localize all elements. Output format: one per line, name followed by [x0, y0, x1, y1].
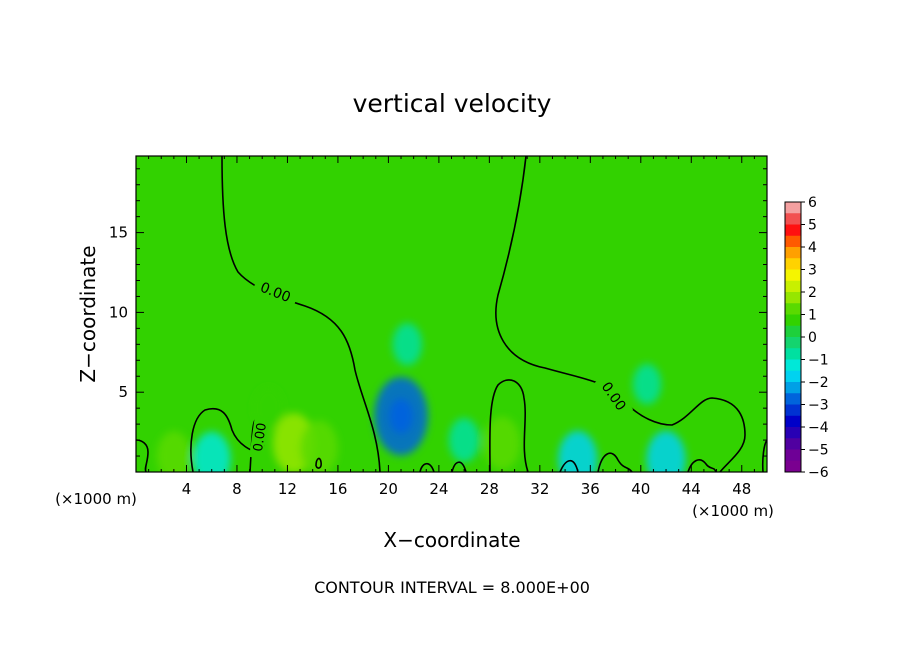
colorbar-swatch [785, 404, 801, 417]
colorbar-tick-label: −3 [808, 398, 829, 414]
colorbar-tick-label: −4 [808, 420, 829, 436]
colorbar-swatch [785, 292, 801, 304]
x-tick-label: 32 [530, 480, 549, 498]
field-anomaly [299, 420, 338, 472]
x-unit-right: (×1000 m) [692, 502, 774, 520]
colorbar-swatch [785, 393, 801, 405]
zero-contour-small-1 [315, 457, 322, 469]
colorbar-swatch [785, 359, 801, 372]
x-tick-label: 12 [278, 480, 297, 498]
x-tick-label: 24 [429, 480, 448, 498]
field-anomaly [483, 416, 521, 470]
x-tick-label: 36 [581, 480, 600, 498]
zero-contour-small-5 [559, 459, 579, 472]
y-tick-label: 15 [109, 224, 128, 242]
colorbar-swatch [785, 258, 801, 270]
x-tick-label: 16 [328, 480, 347, 498]
colorbar-swatch [785, 247, 801, 259]
contour-label-lower: 0.00 [251, 422, 270, 453]
colorbar: 6 5 4 3 2 1 0 −1 −2 −3 −4 −5 −6 [784, 195, 829, 481]
colorbar-tick-label: −6 [808, 465, 829, 481]
field-anomaly [156, 431, 192, 472]
colorbar-tick-label: −2 [808, 375, 829, 391]
x-axis: 4 8 12 16 20 24 28 32 36 40 44 48 [148, 156, 755, 498]
colorbar-swatch [785, 224, 801, 237]
colorbar-swatch [785, 314, 801, 327]
chart-title: vertical velocity [353, 89, 552, 118]
x-tick-label: 28 [480, 480, 499, 498]
x-tick-label: 48 [732, 480, 751, 498]
colorbar-tick-label: 6 [808, 195, 817, 211]
y-axis-label: Z−coordinate [76, 245, 100, 382]
y-axis: 5 10 15 [109, 168, 767, 457]
colorbar-swatch [785, 213, 801, 225]
colorbar-swatch [785, 415, 801, 428]
x-axis-label: X−coordinate [383, 528, 520, 552]
y-tick-label: 5 [118, 383, 128, 401]
colorbar-swatch [785, 269, 801, 282]
colorbar-swatch [785, 449, 801, 462]
field-anomaly [632, 363, 662, 405]
colorbar-swatch [785, 280, 801, 293]
contour-interval-footer: CONTOUR INTERVAL = 8.000E+00 [314, 578, 590, 597]
colorbar-tick-label: −1 [808, 353, 829, 369]
x-tick-label: 44 [682, 480, 701, 498]
x-unit-left: (×1000 m) [55, 490, 137, 508]
colorbar-swatch [785, 348, 801, 360]
field-anomaly [646, 430, 686, 472]
zero-contour-small-6 [597, 452, 633, 472]
field-anomaly-core [388, 398, 414, 434]
x-tick-label: 20 [379, 480, 398, 498]
x-tick-label: 4 [182, 480, 192, 498]
colorbar-tick-label: 3 [808, 263, 817, 279]
colorbar-swatch [785, 303, 801, 315]
zero-contour-small-8 [761, 439, 767, 472]
colorbar-swatch [785, 382, 801, 394]
colorbar-swatch [785, 202, 801, 214]
colorbar-swatch [785, 460, 801, 473]
zero-contour-small-3 [419, 462, 435, 472]
colorbar-swatch [785, 427, 801, 439]
colorbar-swatch [785, 337, 801, 349]
zero-contour-small-7 [687, 459, 717, 472]
colorbar-swatch [785, 325, 801, 338]
zero-contour-small-2 [136, 439, 149, 472]
field-background [136, 156, 767, 472]
colorbar-tick-label: −5 [808, 443, 829, 459]
colorbar-tick-label: 4 [808, 240, 817, 256]
field-anomaly [448, 417, 480, 463]
colorbar-swatch [785, 438, 801, 450]
colorbar-tick-label: 0 [808, 330, 817, 346]
colorbar-tick-label: 5 [808, 218, 817, 234]
colorbar-tick-label: 2 [808, 285, 817, 301]
colorbar-swatch [785, 235, 801, 248]
zero-contour-lobe-2 [489, 379, 529, 472]
colorbar-tick-label: 1 [808, 308, 817, 324]
velocity-field: 0.00 0.00 0.00 [136, 156, 767, 472]
field-anomaly [192, 431, 231, 472]
field-anomaly [392, 323, 423, 366]
colorbar-swatch [785, 370, 801, 383]
zero-contour-small-4 [451, 461, 467, 472]
y-tick-label: 10 [109, 303, 128, 321]
x-tick-label: 40 [631, 480, 650, 498]
x-tick-label: 8 [232, 480, 242, 498]
zero-contour-left [221, 156, 381, 472]
